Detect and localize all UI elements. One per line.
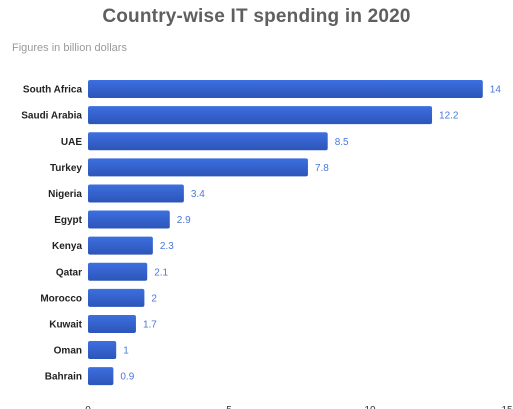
x-axis: 0 5 10 15	[85, 405, 513, 409]
category-label: Kenya	[52, 241, 82, 252]
category-label: Bahrain	[45, 372, 82, 383]
category-label: Morocco	[40, 293, 82, 304]
category-label: Egypt	[54, 215, 82, 226]
bar	[88, 132, 328, 151]
data-label: 12.2	[439, 111, 459, 122]
data-label: 2.1	[154, 267, 168, 278]
bar	[88, 210, 170, 229]
category-label: UAE	[61, 137, 82, 148]
category-label: South Africa	[23, 85, 83, 96]
bar	[88, 236, 153, 255]
x-tick-label: 15	[501, 405, 513, 409]
data-label: 1	[123, 346, 129, 357]
data-label: 8.5	[335, 137, 349, 148]
category-label: Qatar	[56, 267, 82, 278]
bar	[88, 106, 433, 125]
bar	[88, 262, 148, 281]
data-label: 1.7	[143, 319, 157, 330]
category-label: Oman	[54, 346, 82, 357]
data-label: 2.9	[177, 215, 191, 226]
chart-title: Country-wise IT spending in 2020	[102, 6, 411, 27]
bar	[88, 341, 117, 360]
x-tick-label: 0	[85, 405, 91, 409]
category-label: Nigeria	[48, 189, 82, 200]
category-label: Turkey	[50, 163, 82, 174]
bar	[88, 367, 114, 386]
x-tick-label: 10	[364, 405, 376, 409]
category-label: Saudi Arabia	[21, 111, 82, 122]
x-tick-label: 5	[226, 405, 232, 409]
bars-group: South Africa 14 Saudi Arabia 12.2 UAE 8.5 Turk…	[21, 80, 502, 386]
bar	[88, 184, 184, 203]
data-label: 2	[151, 293, 157, 304]
category-label: Kuwait	[49, 319, 82, 330]
data-label: 2.3	[160, 241, 174, 252]
data-label: 7.8	[315, 163, 329, 174]
bar	[88, 288, 145, 307]
data-label: 0.9	[120, 372, 134, 383]
bar	[88, 80, 483, 99]
bar	[88, 314, 136, 333]
data-label: 14	[490, 85, 502, 96]
bar	[88, 158, 308, 177]
data-label: 3.4	[191, 189, 205, 200]
chart-subtitle: Figures in billion dollars	[12, 42, 127, 54]
